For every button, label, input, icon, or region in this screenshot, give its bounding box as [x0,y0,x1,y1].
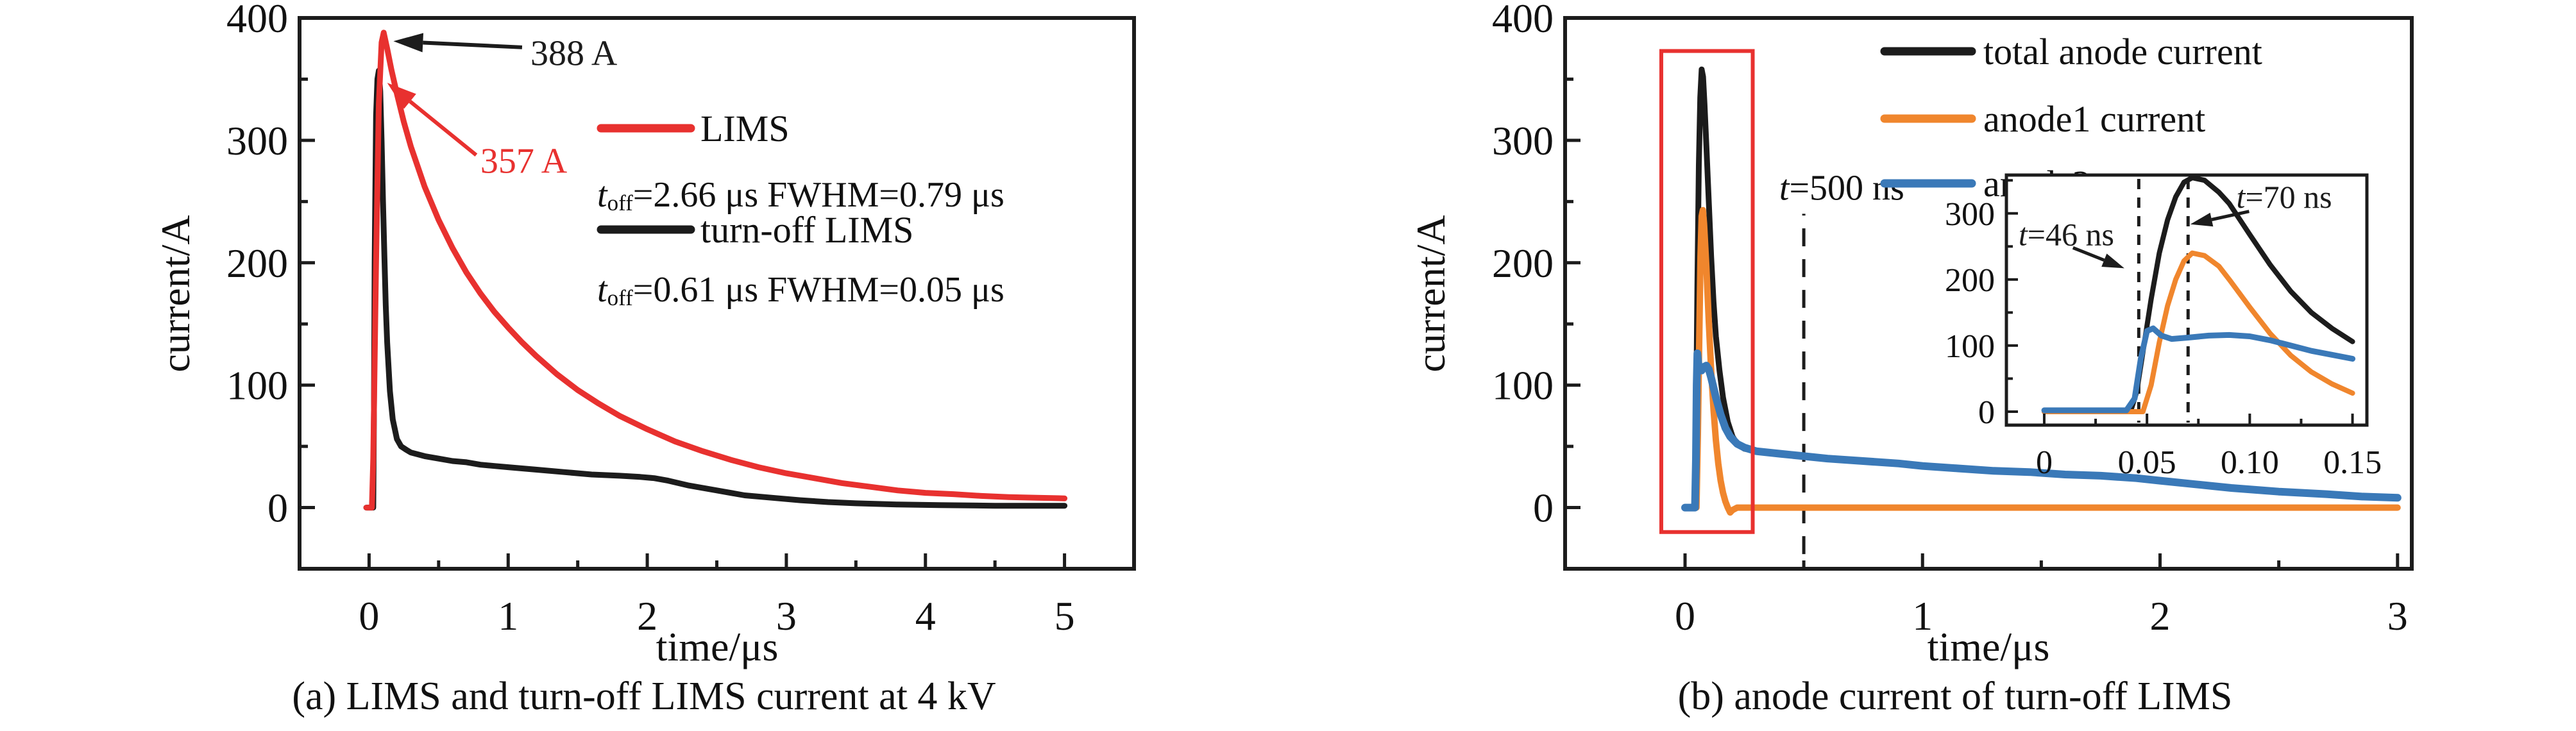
inset-annotation-arrow-head [2101,253,2124,269]
inset-annotation-arrow-shaft [2211,210,2250,221]
legend-detail: toff=2.66 μs FWHM=0.79 μs [597,175,1004,215]
inset-annotation-arrow-head [2190,212,2214,227]
annotation-text: 357 A [480,141,568,181]
x-tick-label: 0 [1675,593,1695,639]
y-tick-label: 300 [1492,118,1554,164]
caption-panel-a: (a) LIMS and turn-off LIMS current at 4 … [292,675,996,718]
zoom-region-rect [1659,49,1755,534]
axes-frame [1563,16,2414,571]
y-tick-label: 100 [226,363,288,408]
inset-annotation-arrow-shaft [2072,246,2105,262]
y-tick-label: 400 [1492,0,1554,41]
inset-annotation-text: t=46 ns [2019,217,2114,253]
annotation-arrow-shaft [423,40,523,49]
inset-annotation-text: t=70 ns [2237,179,2332,215]
panel-b-plot: t=500 ns 0 1 2 3 0 100 200 300 400 time/μs current/… [1408,0,2414,669]
annotation-arrow-head [393,33,424,53]
inset-x-tick-label: 0 [2036,444,2053,481]
x-tick-label: 2 [637,593,657,639]
y-tick-label: 300 [226,118,288,164]
x-tick-label: 3 [2387,593,2408,639]
x-axis-title: time/μs [656,624,779,669]
inset-x-tick-label: 0.05 [2118,444,2176,481]
inset-y-tick-label: 200 [1945,262,1995,299]
x-tick-label: 0 [359,593,379,639]
inset-y-tick-label: 300 [1945,196,1995,233]
x-tick-label: 3 [776,593,797,639]
panel-b-inset: 0 0.05 0.10 0.15 0 100 200 300 t=46 ns t=70 ns [1945,173,2382,481]
y-tick-label: 0 [267,485,288,531]
legend-detail: toff=0.61 μs FWHM=0.05 μs [597,270,1004,310]
annotation-arrow-head [387,83,416,109]
x-tick-label: 1 [498,593,518,639]
legend-label: anode1 current [1983,98,2205,140]
series-LIMS [363,29,1068,511]
series-anode1-current [1682,206,2401,516]
x-tick-label: 1 [1912,593,1933,639]
legend-label: total anode current [1983,31,2262,72]
series-anode2-current [1681,349,2402,512]
x-tick-label: 5 [1055,593,1075,639]
inset-x-tick-label: 0.10 [2221,444,2279,481]
legend-label: turn-off LIMS [700,209,913,251]
legend-label: LIMS [700,108,790,149]
caption-panel-b: (b) anode current of turn-off LIMS [1677,675,2233,718]
y-tick-label: 0 [1533,485,1554,531]
y-tick-label: 100 [1492,363,1554,408]
inset-y-tick-label: 100 [1945,328,1995,365]
axes-frame [2004,173,2369,427]
y-tick-label: 200 [1492,240,1554,286]
y-axis-title: current/A [1408,215,1453,372]
inset-y-tick-label: 0 [1978,394,1995,431]
x-axis-title: time/μs [1928,624,2050,669]
panel-a-plot: 0 1 2 3 4 5 0 100 200 300 400 time/μs current/A LIMS t… [153,0,1136,669]
inset-series-anode1-current [2042,250,2355,414]
x-tick-label: 4 [915,593,936,639]
x-tick-label: 2 [2150,593,2171,639]
annotation-arrow-shaft [409,99,478,157]
inset-series-anode2-current [2041,325,2356,414]
vline-label: t=500 ns [1779,168,1904,208]
y-axis-title: current/A [153,215,198,372]
y-tick-label: 200 [226,240,288,286]
y-tick-label: 400 [226,0,288,41]
annotation-text: 388 A [530,33,618,73]
inset-x-tick-label: 0.15 [2323,444,2382,481]
